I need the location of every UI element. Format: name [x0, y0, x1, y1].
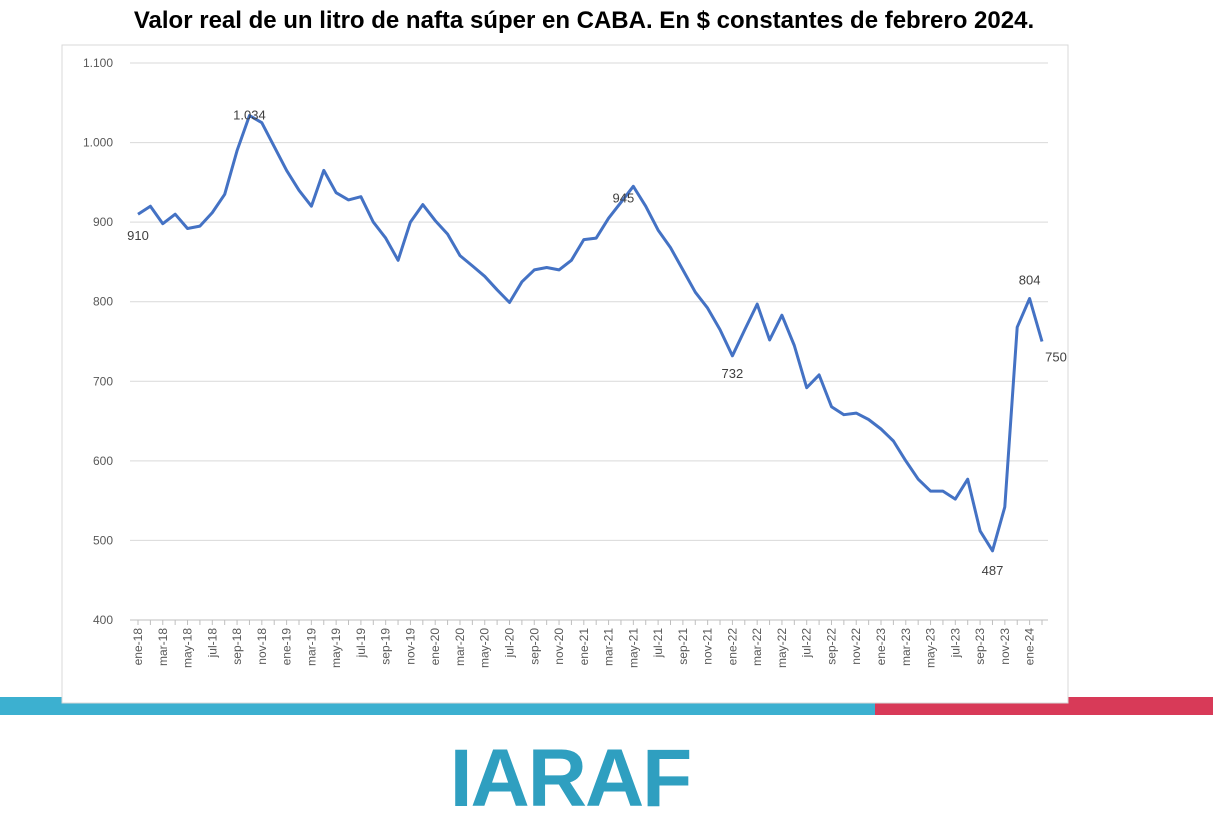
x-tick-label: mar-18	[156, 628, 170, 666]
x-tick-label: nov-20	[552, 628, 566, 665]
x-tick-label: ene-21	[577, 628, 591, 666]
y-tick-label: 500	[93, 533, 113, 547]
data-label: 910	[127, 228, 149, 243]
chart-frame	[61, 44, 1069, 704]
x-tick-label: sep-20	[527, 628, 541, 665]
y-tick-label: 400	[93, 613, 113, 627]
x-tick-label: may-20	[478, 628, 492, 668]
x-tick-label: may-21	[626, 628, 640, 668]
x-tick-label: ene-20	[428, 628, 442, 666]
y-tick-label: 1.000	[83, 136, 113, 150]
y-tick-label: 800	[93, 295, 113, 309]
logo: IARAF	[450, 733, 691, 818]
x-tick-label: sep-23	[973, 628, 987, 665]
x-tick-label: jul-21	[651, 628, 665, 659]
x-tick-label: nov-19	[403, 628, 417, 665]
y-tick-label: 1.100	[83, 56, 113, 70]
x-tick-label: may-19	[329, 628, 343, 668]
y-tick-label: 900	[93, 215, 113, 229]
x-tick-label: ene-24	[1023, 628, 1037, 666]
y-tick-label: 700	[93, 374, 113, 388]
x-tick-label: mar-19	[304, 628, 318, 666]
data-line	[137, 114, 1044, 553]
x-tick-label: nov-23	[998, 628, 1012, 665]
chart-title: Valor real de un litro de nafta súper en…	[134, 7, 1034, 34]
x-tick-label: mar-23	[899, 628, 913, 666]
x-tick-label: mar-20	[453, 628, 467, 666]
x-tick-label: may-23	[924, 628, 938, 668]
x-tick-label: jul-22	[800, 628, 814, 659]
x-tick-label: ene-18	[131, 628, 145, 666]
x-tick-label: ene-22	[725, 628, 739, 666]
data-label: 732	[722, 366, 744, 381]
data-label: 750	[1045, 350, 1067, 365]
x-tick-label: jul-20	[503, 628, 517, 659]
x-tick-label: sep-18	[230, 628, 244, 665]
x-tick-label: may-22	[775, 628, 789, 668]
x-tick-label: ene-19	[280, 628, 294, 666]
x-tick-label: sep-21	[676, 628, 690, 665]
x-tick-label: nov-22	[849, 628, 863, 665]
data-label: 487	[982, 563, 1004, 578]
x-tick-label: nov-18	[255, 628, 269, 665]
x-tick-label: jul-23	[948, 628, 962, 659]
x-tick-label: sep-22	[824, 628, 838, 665]
x-tick-label: jul-19	[354, 628, 368, 659]
x-tick-label: mar-21	[602, 628, 616, 666]
data-label: 945	[612, 190, 634, 205]
x-tick-label: ene-23	[874, 628, 888, 666]
data-label: 1.034	[233, 108, 266, 123]
x-tick-label: nov-21	[701, 628, 715, 665]
x-tick-label: mar-22	[750, 628, 764, 666]
data-label: 804	[1019, 273, 1041, 288]
x-tick-label: sep-19	[379, 628, 393, 665]
x-tick-label: jul-18	[205, 628, 219, 659]
x-tick-label: may-18	[181, 628, 195, 668]
y-tick-label: 600	[93, 454, 113, 468]
